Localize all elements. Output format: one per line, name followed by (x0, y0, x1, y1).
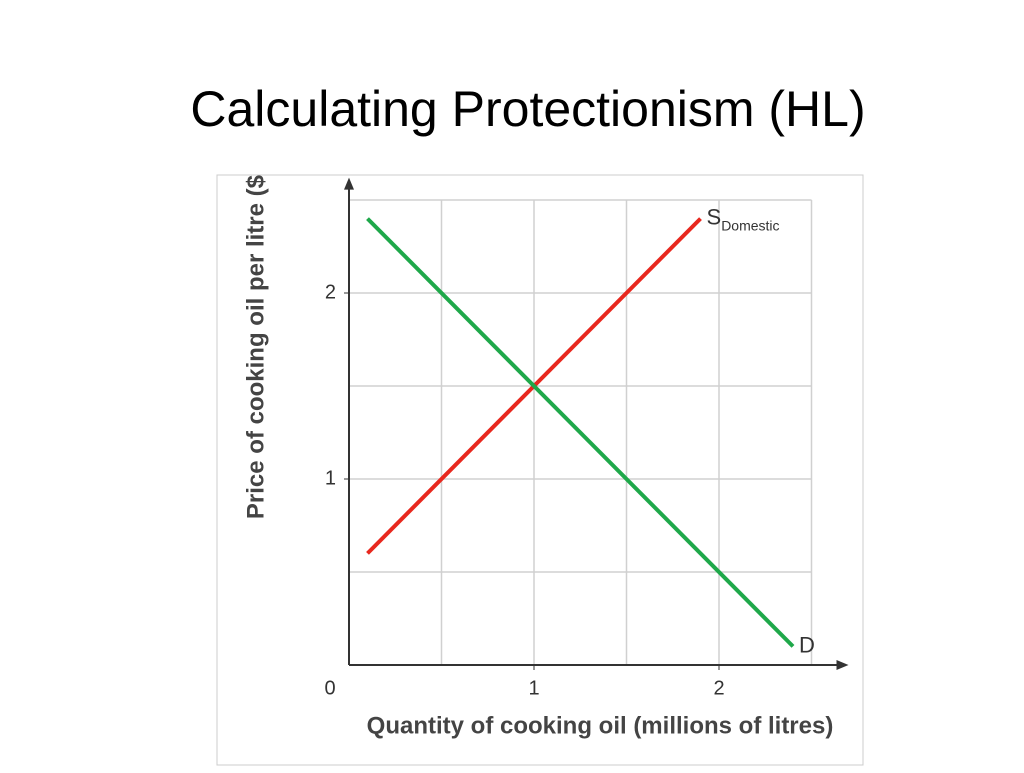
series-name: D (799, 632, 815, 657)
slide-title: Calculating Protectionism (HL) (190, 81, 865, 137)
y-axis-label: Price of cooking oil per litre ($ (242, 174, 269, 519)
series-label: SDomestic (707, 204, 780, 233)
x-axis-arrow (836, 660, 849, 670)
x-tick-label: 2 (713, 677, 724, 699)
chart-frame (216, 174, 864, 766)
origin-label: 0 (324, 677, 335, 699)
series-label: D (799, 632, 815, 657)
series-subscript: Domestic (721, 217, 779, 233)
x-axis-label: Quantity of cooking oil (millions of lit… (367, 712, 834, 739)
y-tick-label: 2 (325, 281, 336, 303)
x-tick-label: 1 (528, 677, 539, 699)
y-axis-arrow (344, 177, 354, 190)
y-tick-label: 1 (325, 467, 336, 489)
series-line (366, 217, 795, 648)
series-name: S (707, 204, 722, 229)
